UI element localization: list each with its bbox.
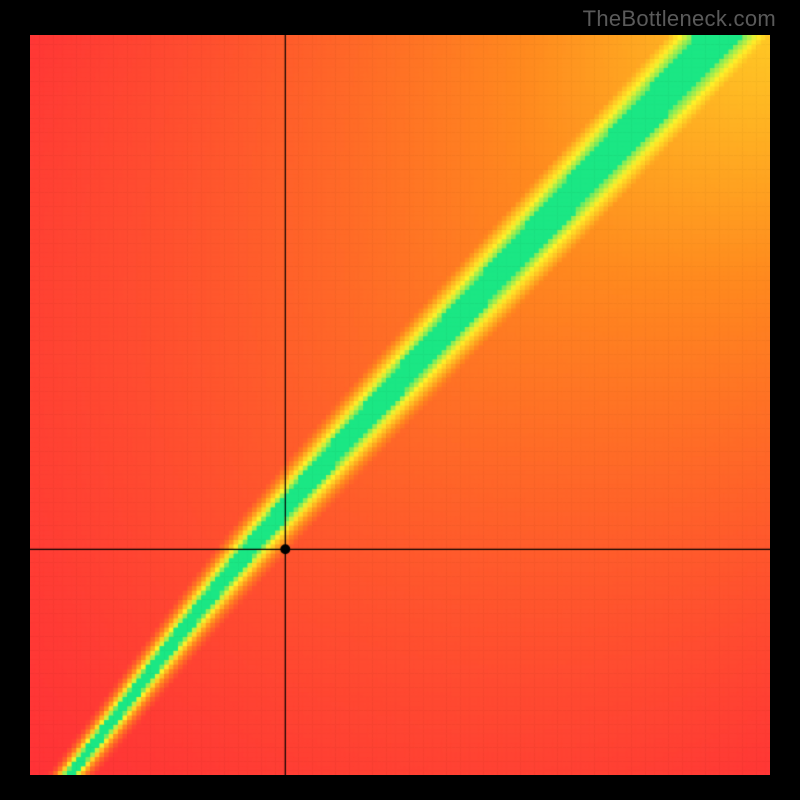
heatmap-canvas [30,35,770,775]
watermark-label: TheBottleneck.com [583,6,776,32]
plot-area [30,35,770,775]
chart-container: TheBottleneck.com [0,0,800,800]
